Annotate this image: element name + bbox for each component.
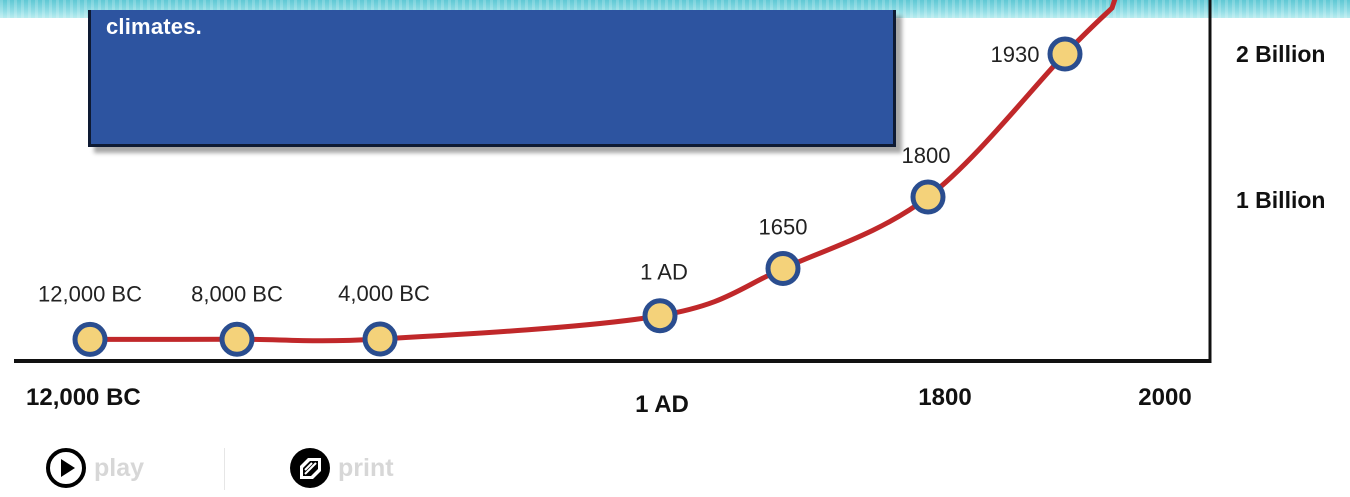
data-point-marker bbox=[362, 321, 398, 357]
data-point-marker bbox=[72, 321, 108, 357]
data-point-marker bbox=[219, 321, 255, 357]
data-point-marker bbox=[910, 179, 946, 215]
print-label: print bbox=[338, 453, 394, 482]
x-tick-label: 1 AD bbox=[635, 391, 689, 418]
data-point-label: 1800 bbox=[902, 143, 951, 168]
data-point-label: 1930 bbox=[991, 42, 1040, 67]
data-point-label: 1 AD bbox=[640, 260, 688, 285]
divider bbox=[224, 448, 225, 490]
data-point-label: 8,000 BC bbox=[191, 281, 283, 306]
data-point-marker bbox=[1047, 36, 1083, 72]
y-tick-label: 2 Billion bbox=[1236, 41, 1325, 67]
info-text: climates. bbox=[106, 14, 202, 39]
play-label: play bbox=[94, 453, 145, 482]
data-point-label: 12,000 BC bbox=[38, 281, 142, 306]
play-icon bbox=[46, 448, 86, 488]
population-curve bbox=[89, 0, 1118, 344]
print-button[interactable]: print bbox=[288, 440, 394, 496]
x-tick-label: 12,000 BC bbox=[26, 384, 141, 411]
data-point-label: 4,000 BC bbox=[338, 281, 430, 306]
y-tick-label: 1 Billion bbox=[1236, 187, 1325, 213]
info-box bbox=[88, 10, 896, 147]
data-point-label: 1650 bbox=[759, 215, 808, 240]
data-point-marker bbox=[765, 251, 801, 286]
x-tick-label: 1800 bbox=[918, 384, 971, 411]
play-button[interactable]: play bbox=[44, 440, 144, 496]
x-tick-label: 2000 bbox=[1138, 384, 1191, 411]
data-point-marker bbox=[642, 298, 678, 334]
print-icon bbox=[290, 448, 330, 488]
